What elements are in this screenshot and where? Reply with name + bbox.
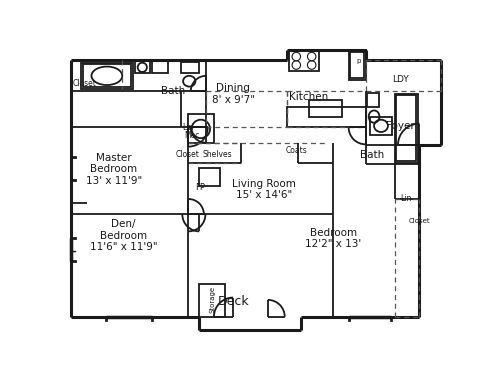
Bar	[350, 52, 364, 78]
Text: p: p	[356, 58, 361, 64]
Bar	[188, 114, 214, 143]
Text: Closet: Closet	[73, 80, 97, 88]
Bar	[395, 93, 418, 163]
Text: Coats: Coats	[286, 146, 308, 155]
Bar	[181, 62, 198, 73]
Bar	[287, 106, 366, 128]
Bar	[348, 50, 366, 80]
Text: Shelves: Shelves	[203, 150, 232, 159]
Text: Deck: Deck	[218, 296, 249, 309]
Text: Foyer: Foyer	[386, 121, 415, 131]
Bar	[152, 61, 168, 74]
Bar	[367, 93, 378, 106]
Text: Dining
8' x 9'7": Dining 8' x 9'7"	[212, 83, 254, 105]
Bar	[396, 95, 416, 161]
Text: FP: FP	[196, 183, 205, 192]
Text: Bedroom
12'2" x 13': Bedroom 12'2" x 13'	[305, 228, 362, 249]
Bar	[83, 64, 130, 87]
Text: Lin: Lin	[182, 123, 194, 132]
Bar	[198, 168, 220, 186]
Text: Living Room
15' x 14'6": Living Room 15' x 14'6"	[232, 178, 296, 200]
Bar	[308, 100, 342, 117]
Text: Lin: Lin	[400, 194, 411, 202]
Text: Bath: Bath	[162, 86, 186, 96]
Text: Mec: Mec	[184, 132, 200, 141]
Text: Den/
Bedroom
11'6" x 11'9": Den/ Bedroom 11'6" x 11'9"	[90, 219, 157, 252]
Bar	[370, 117, 392, 135]
Text: Closet: Closet	[409, 218, 430, 224]
Text: LDY: LDY	[392, 75, 409, 84]
Text: Master
Bedroom
13' x 11'9": Master Bedroom 13' x 11'9"	[86, 153, 142, 186]
Bar	[200, 284, 226, 317]
Bar	[134, 61, 150, 74]
Text: Closet: Closet	[176, 150, 200, 159]
Text: Kitchen: Kitchen	[288, 92, 328, 102]
Text: Storage: Storage	[210, 286, 216, 314]
Bar	[288, 51, 320, 71]
Bar	[80, 63, 133, 89]
Text: Bath: Bath	[360, 150, 384, 160]
